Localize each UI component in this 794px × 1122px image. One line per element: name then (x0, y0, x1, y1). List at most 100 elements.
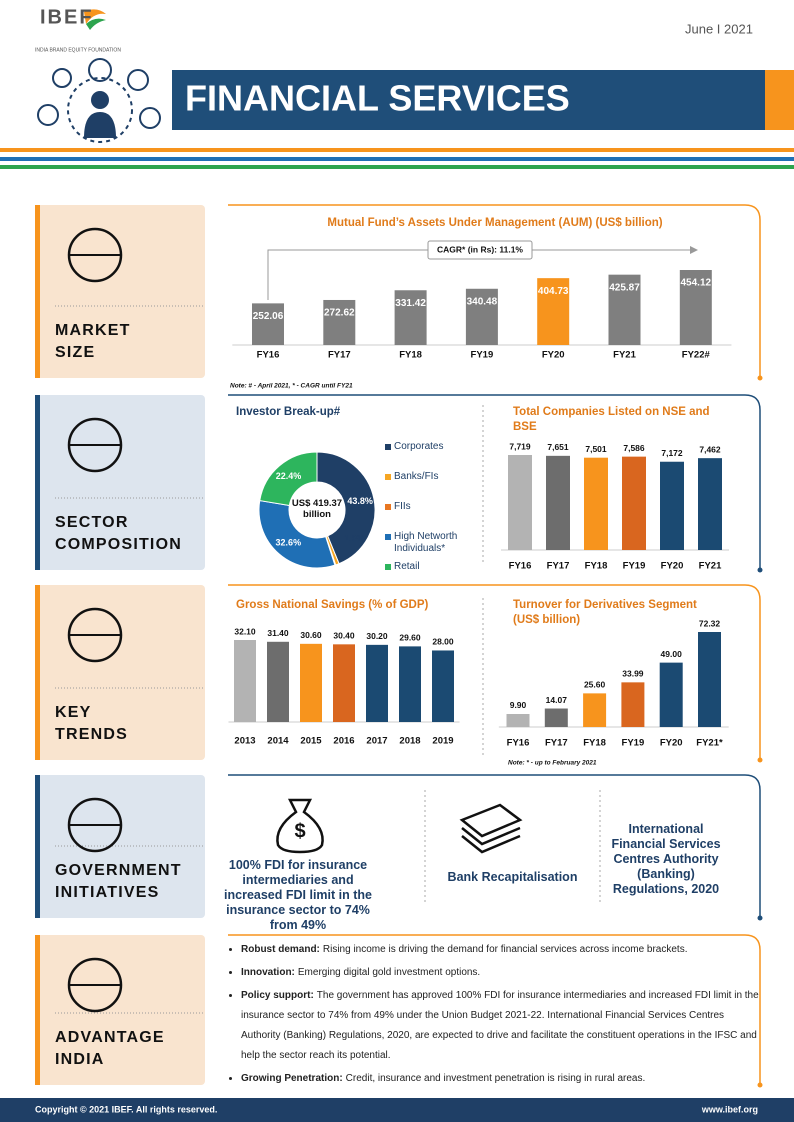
x-tick-label: 2016 (333, 736, 354, 747)
section-label: GOVERNMENT (55, 862, 182, 879)
bar (267, 641, 289, 722)
donut-slice (259, 451, 318, 507)
bullet-lead: Innovation: (241, 967, 295, 978)
bar (399, 646, 421, 722)
value-label: 7,586 (623, 443, 645, 453)
legend-swatch (385, 444, 391, 450)
section-label: COMPOSITION (55, 536, 182, 553)
bar (679, 270, 712, 345)
person-icon (91, 91, 109, 109)
bar (537, 278, 570, 345)
x-tick-label: 2013 (234, 736, 255, 747)
bar (544, 708, 568, 727)
value-label: 9.90 (510, 700, 527, 710)
x-tick-label: FY21* (696, 738, 723, 749)
website: www.ibef.org (701, 1104, 758, 1114)
value-label: 7,172 (661, 448, 683, 458)
bar (508, 455, 532, 550)
bullet-text: Rising income is driving the demand for … (322, 944, 688, 955)
legend-swatch (385, 504, 391, 510)
bar (366, 644, 388, 722)
value-label: 14.07 (546, 695, 568, 705)
bullet-text: The government has approved 100% FDI for… (241, 990, 759, 1061)
section-label: SIZE (55, 344, 95, 361)
bar (300, 643, 322, 722)
section-accent (35, 395, 40, 570)
value-label: 33.99 (622, 669, 644, 679)
annotation-box (427, 240, 533, 260)
x-tick-label: 2018 (399, 736, 420, 747)
value-label: 31.40 (267, 628, 289, 638)
bar (698, 632, 721, 727)
bullet-text: Emerging digital gold investment options… (297, 967, 481, 978)
section-dot (757, 375, 763, 381)
section-panel (35, 395, 205, 570)
donut-hole (290, 483, 344, 537)
value-label: 22.4% (276, 471, 302, 481)
section-frame (228, 774, 761, 918)
legend-label: Corporates (394, 441, 444, 452)
bar (252, 303, 284, 345)
x-tick-label: FY20 (661, 561, 684, 572)
value-label: 29.60 (399, 633, 421, 643)
section-dot (757, 757, 763, 763)
title-bar (172, 70, 765, 130)
bullet: Robust demand:Rising income is driving t… (241, 940, 761, 960)
section-accent (35, 775, 40, 918)
x-tick-label: FY20 (660, 738, 683, 749)
donut-slice (258, 499, 336, 569)
bullet: Innovation:Emerging digital gold investm… (241, 963, 761, 983)
section-label: TRENDS (55, 726, 128, 743)
value-label: 1.0% (344, 534, 365, 544)
stripe (0, 157, 794, 161)
bar (660, 461, 684, 550)
bar (506, 713, 530, 727)
section-frame (228, 204, 761, 378)
value-label: 28.00 (432, 637, 454, 647)
x-tick-label: FY19 (622, 738, 645, 749)
value-label: 425.87 (609, 282, 640, 293)
value-label: 43.8% (347, 496, 373, 506)
header-icons (37, 58, 161, 143)
initiative: International Financial Services Centres… (611, 822, 721, 896)
page-title: FINANCIAL SERVICES (185, 78, 570, 119)
bar (583, 693, 607, 727)
bar (659, 662, 683, 727)
x-tick-label: FY19 (623, 561, 646, 572)
legend-label: High Networth Individuals* (394, 531, 458, 554)
x-tick-label: 2017 (366, 736, 387, 747)
brand-sub: INDIA BRAND EQUITY FOUNDATION (35, 47, 121, 53)
bar (622, 456, 646, 550)
value-label: 252.06 (253, 311, 284, 322)
bar (608, 274, 641, 345)
value-label: 32.10 (234, 626, 256, 636)
x-tick-label: FY16 (509, 561, 532, 572)
logo-wing (86, 18, 106, 30)
bar (234, 640, 256, 722)
dollar-icon: $ (294, 820, 305, 842)
x-tick-label: 2019 (432, 736, 453, 747)
section-dot (757, 567, 763, 573)
section-panel (35, 585, 205, 760)
initiative: 100% FDI for insurance intermediaries an… (224, 858, 372, 932)
bar (394, 290, 427, 345)
stripe (0, 148, 794, 152)
x-tick-label: FY20 (542, 350, 565, 361)
section-label: KEY (55, 704, 92, 721)
bar (621, 682, 645, 727)
value-label: 7,651 (547, 442, 569, 452)
bullet-lead: Growing Penetration: (241, 1073, 343, 1084)
chart-title: Gross National Savings (% of GDP) (236, 599, 429, 611)
section-accent (35, 935, 40, 1085)
section-panel (35, 935, 205, 1085)
bar (465, 288, 498, 345)
note: Note: # - April 2021, * - CAGR until FY2… (230, 383, 353, 390)
value-label: 30.40 (333, 631, 355, 641)
section-label: SECTOR (55, 514, 129, 531)
section-frame (228, 934, 761, 1085)
x-tick-label: FY19 (471, 350, 494, 361)
legend-label: Retail (394, 561, 420, 572)
x-tick-label: FY22# (682, 350, 711, 361)
